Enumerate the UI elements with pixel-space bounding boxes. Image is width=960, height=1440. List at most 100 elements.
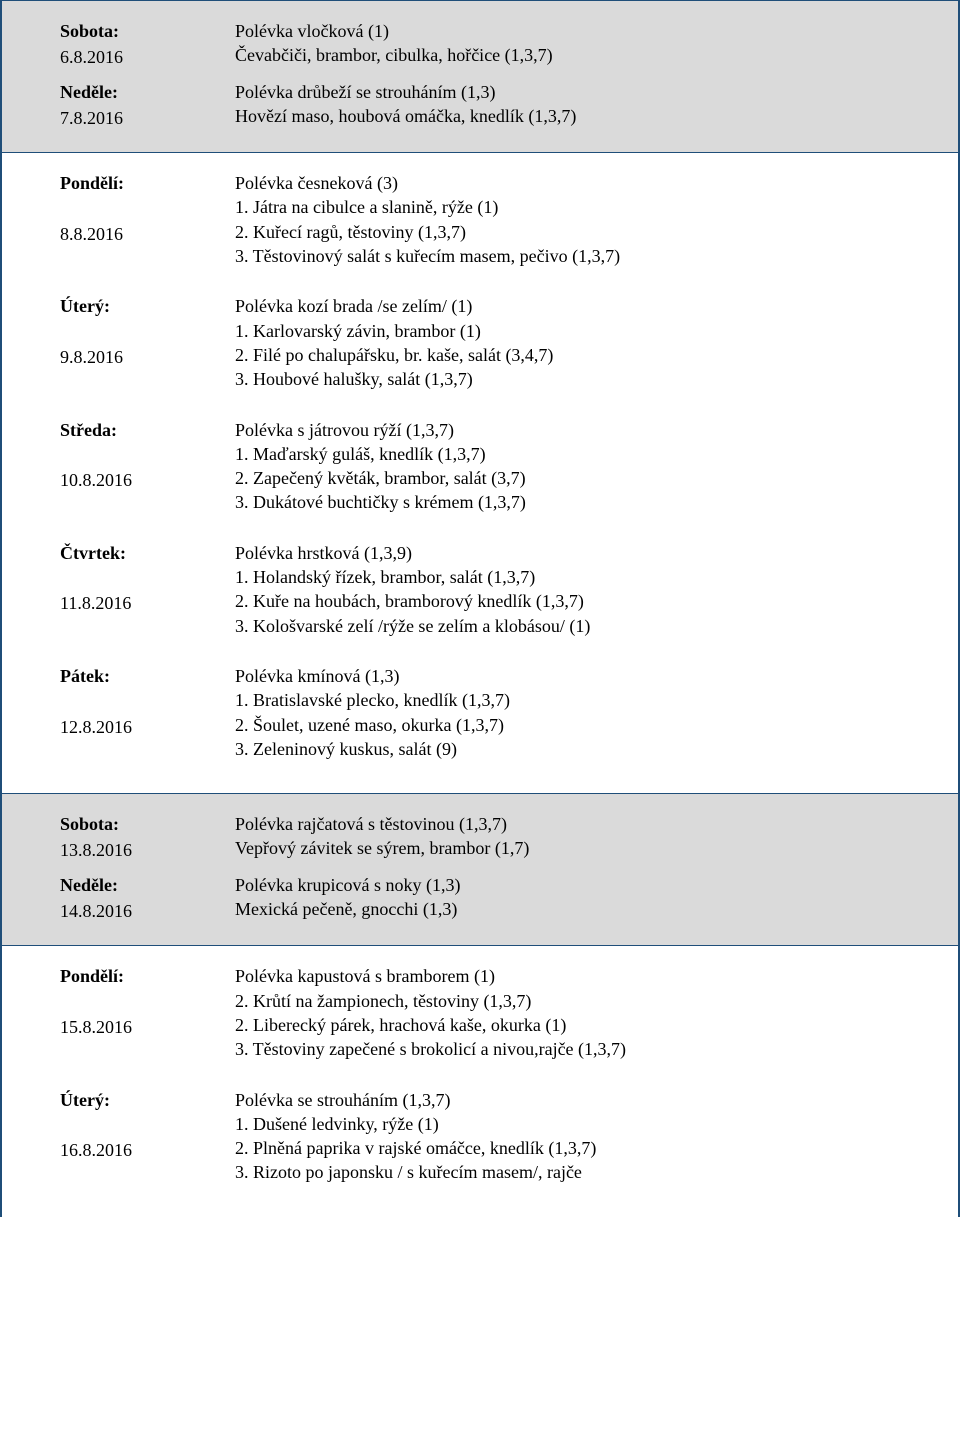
- menu-content: Polévka kapustová s bramborem (1) 2. Krů…: [235, 964, 900, 1061]
- dish-3: 3. Těstoviny zapečené s brokolicí a nivo…: [235, 1037, 900, 1061]
- day-column: Úterý: 16.8.2016: [60, 1088, 235, 1163]
- dish-1: 1. Játra na cibulce a slanině, rýže (1): [235, 195, 900, 219]
- day-column: Pátek: 12.8.2016: [60, 664, 235, 739]
- day-label: Úterý:: [60, 1088, 235, 1112]
- menu-content: Polévka kmínová (1,3) 1. Bratislavské pl…: [235, 664, 900, 761]
- dish-2: 2. Plněná paprika v rajské omáčce, knedl…: [235, 1136, 900, 1160]
- weekend-row-sat: Sobota: 13.8.2016 Polévka rajčatová s tě…: [60, 812, 900, 863]
- date-label: 7.8.2016: [60, 106, 235, 130]
- date-label: 15.8.2016: [60, 1015, 235, 1039]
- date-label: 10.8.2016: [60, 468, 235, 492]
- dish-3: 3. Rizoto po japonsku / s kuřecím masem/…: [235, 1160, 900, 1184]
- menu-content: Polévka kozí brada /se zelím/ (1) 1. Kar…: [235, 294, 900, 391]
- dish-2: 2. Zapečený květák, brambor, salát (3,7): [235, 466, 900, 490]
- soup: Polévka hrstková (1,3,9): [235, 541, 900, 565]
- day-column: Neděle: 14.8.2016: [60, 873, 235, 924]
- spacer: [60, 319, 235, 343]
- spacer: [60, 442, 235, 466]
- soup: Polévka se strouháním (1,3,7): [235, 1088, 900, 1112]
- main-dish: Mexická pečeně, gnocchi (1,3): [235, 897, 900, 921]
- day-label: Neděle:: [60, 80, 235, 104]
- dish-3: 3. Houbové halušky, salát (1,3,7): [235, 367, 900, 391]
- day-label: Sobota:: [60, 19, 235, 43]
- menu-content: Polévka hrstková (1,3,9) 1. Holandský ří…: [235, 541, 900, 638]
- day-label: Pondělí:: [60, 964, 235, 988]
- menu-content: Polévka vločková (1) Čevabčiči, brambor,…: [235, 19, 900, 68]
- page-frame: Sobota: 6.8.2016 Polévka vločková (1) Če…: [0, 0, 960, 1217]
- menu-content: Polévka drůbeží se strouháním (1,3) Hově…: [235, 80, 900, 129]
- week-section-1: Pondělí: 8.8.2016 Polévka česneková (3) …: [2, 153, 958, 793]
- day-label: Sobota:: [60, 812, 235, 836]
- dish-1: 1. Karlovarský závin, brambor (1): [235, 319, 900, 343]
- date-label: 6.8.2016: [60, 45, 235, 69]
- day-label: Čtvrtek:: [60, 541, 235, 565]
- soup: Polévka krupicová s noky (1,3): [235, 873, 900, 897]
- dish-1: 1. Bratislavské plecko, knedlík (1,3,7): [235, 688, 900, 712]
- day-column: Sobota: 6.8.2016: [60, 19, 235, 70]
- day-column: Středa: 10.8.2016: [60, 418, 235, 493]
- day-label: Neděle:: [60, 873, 235, 897]
- dish-1: 2. Krůtí na žampionech, těstoviny (1,3,7…: [235, 989, 900, 1013]
- day-block-wed: Středa: 10.8.2016 Polévka s játrovou rýž…: [60, 418, 900, 515]
- spacer: [60, 565, 235, 589]
- soup: Polévka kmínová (1,3): [235, 664, 900, 688]
- date-label: 12.8.2016: [60, 715, 235, 739]
- date-label: 9.8.2016: [60, 345, 235, 369]
- day-block-tue: Úterý: 9.8.2016 Polévka kozí brada /se z…: [60, 294, 900, 391]
- date-label: 16.8.2016: [60, 1138, 235, 1162]
- main-dish: Čevabčiči, brambor, cibulka, hořčice (1,…: [235, 43, 900, 67]
- weekend-row-sun: Neděle: 14.8.2016 Polévka krupicová s no…: [60, 873, 900, 924]
- day-block-fri: Pátek: 12.8.2016 Polévka kmínová (1,3) 1…: [60, 664, 900, 761]
- day-label: Pátek:: [60, 664, 235, 688]
- weekend-row-sat: Sobota: 6.8.2016 Polévka vločková (1) Če…: [60, 19, 900, 70]
- dish-3: 3. Zeleninový kuskus, salát (9): [235, 737, 900, 761]
- dish-3: 3. Kološvarské zelí /rýže se zelím a klo…: [235, 614, 900, 638]
- menu-content: Polévka s játrovou rýží (1,3,7) 1. Maďar…: [235, 418, 900, 515]
- day-block-mon: Pondělí: 8.8.2016 Polévka česneková (3) …: [60, 171, 900, 268]
- dish-1: 1. Holandský řízek, brambor, salát (1,3,…: [235, 565, 900, 589]
- soup: Polévka vločková (1): [235, 19, 900, 43]
- dish-2: 2. Liberecký párek, hrachová kaše, okurk…: [235, 1013, 900, 1037]
- day-label: Středa:: [60, 418, 235, 442]
- day-column: Sobota: 13.8.2016: [60, 812, 235, 863]
- menu-content: Polévka rajčatová s těstovinou (1,3,7) V…: [235, 812, 900, 861]
- day-block-tue: Úterý: 16.8.2016 Polévka se strouháním (…: [60, 1088, 900, 1185]
- date-label: 14.8.2016: [60, 899, 235, 923]
- dish-2: 2. Kuřecí ragů, těstoviny (1,3,7): [235, 220, 900, 244]
- soup: Polévka s játrovou rýží (1,3,7): [235, 418, 900, 442]
- day-column: Úterý: 9.8.2016: [60, 294, 235, 369]
- day-block-mon: Pondělí: 15.8.2016 Polévka kapustová s b…: [60, 964, 900, 1061]
- weekend-block-1: Sobota: 6.8.2016 Polévka vločková (1) Če…: [2, 0, 958, 153]
- date-label: 11.8.2016: [60, 591, 235, 615]
- dish-2: 2. Filé po chalupářsku, br. kaše, salát …: [235, 343, 900, 367]
- day-column: Pondělí: 15.8.2016: [60, 964, 235, 1039]
- menu-content: Polévka se strouháním (1,3,7) 1. Dušené …: [235, 1088, 900, 1185]
- soup: Polévka rajčatová s těstovinou (1,3,7): [235, 812, 900, 836]
- soup: Polévka česneková (3): [235, 171, 900, 195]
- dish-3: 3. Dukátové buchtičky s krémem (1,3,7): [235, 490, 900, 514]
- dish-1: 1. Dušené ledvinky, rýže (1): [235, 1112, 900, 1136]
- main-dish: Vepřový závitek se sýrem, brambor (1,7): [235, 836, 900, 860]
- spacer: [60, 195, 235, 219]
- date-label: 8.8.2016: [60, 222, 235, 246]
- day-column: Čtvrtek: 11.8.2016: [60, 541, 235, 616]
- day-column: Neděle: 7.8.2016: [60, 80, 235, 131]
- dish-1: 1. Maďarský guláš, knedlík (1,3,7): [235, 442, 900, 466]
- spacer: [60, 1112, 235, 1136]
- date-label: 13.8.2016: [60, 838, 235, 862]
- day-block-thu: Čtvrtek: 11.8.2016 Polévka hrstková (1,3…: [60, 541, 900, 638]
- weekend-block-2: Sobota: 13.8.2016 Polévka rajčatová s tě…: [2, 793, 958, 946]
- soup: Polévka kozí brada /se zelím/ (1): [235, 294, 900, 318]
- dish-2: 2. Kuře na houbách, bramborový knedlík (…: [235, 589, 900, 613]
- day-column: Pondělí: 8.8.2016: [60, 171, 235, 246]
- day-label: Pondělí:: [60, 171, 235, 195]
- day-label: Úterý:: [60, 294, 235, 318]
- soup: Polévka kapustová s bramborem (1): [235, 964, 900, 988]
- spacer: [60, 989, 235, 1013]
- spacer: [60, 688, 235, 712]
- menu-content: Polévka krupicová s noky (1,3) Mexická p…: [235, 873, 900, 922]
- weekend-row-sun: Neděle: 7.8.2016 Polévka drůbeží se stro…: [60, 80, 900, 131]
- main-dish: Hovězí maso, houbová omáčka, knedlík (1,…: [235, 104, 900, 128]
- soup: Polévka drůbeží se strouháním (1,3): [235, 80, 900, 104]
- menu-content: Polévka česneková (3) 1. Játra na cibulc…: [235, 171, 900, 268]
